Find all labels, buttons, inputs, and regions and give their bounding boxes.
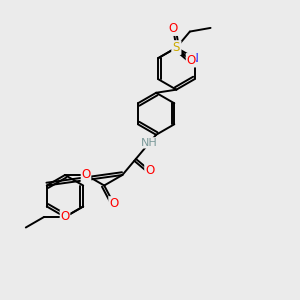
Text: O: O xyxy=(60,211,70,224)
Text: O: O xyxy=(81,169,91,182)
Text: S: S xyxy=(173,41,180,54)
Text: O: O xyxy=(109,197,118,210)
Text: N: N xyxy=(190,52,199,65)
Text: NH: NH xyxy=(141,138,158,148)
Text: N: N xyxy=(172,41,181,54)
Text: O: O xyxy=(145,164,154,177)
Text: O: O xyxy=(186,54,196,67)
Text: O: O xyxy=(169,22,178,35)
